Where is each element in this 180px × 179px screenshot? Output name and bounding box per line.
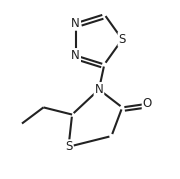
Text: O: O — [143, 97, 152, 110]
Text: N: N — [71, 17, 80, 30]
Text: S: S — [65, 140, 72, 153]
Text: N: N — [71, 49, 80, 62]
Text: N: N — [94, 83, 103, 96]
Text: S: S — [119, 33, 126, 46]
